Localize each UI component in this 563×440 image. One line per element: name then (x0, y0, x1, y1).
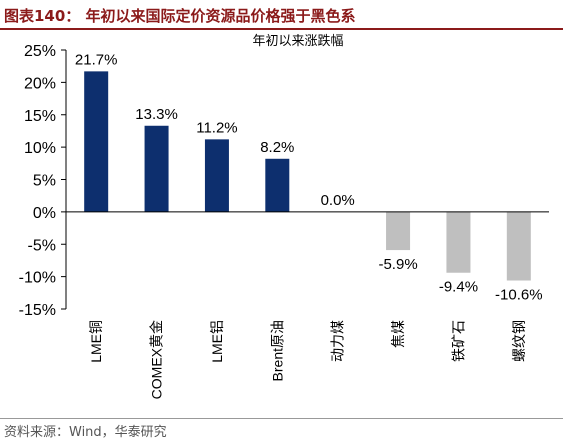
x-category-label: 动力煤 (330, 320, 346, 362)
y-tick-label: 15% (24, 108, 56, 125)
bar-value-label: 13.3% (135, 106, 178, 123)
y-tick-label: 5% (33, 173, 56, 190)
bar-value-label: -9.4% (439, 279, 478, 296)
bar-value-label: 11.2% (196, 119, 237, 136)
bar (265, 158, 290, 212)
bar (446, 211, 471, 273)
bar-value-label: 0.0% (321, 192, 355, 209)
bar (84, 71, 109, 212)
bars (84, 71, 531, 281)
data-labels: 21.7% 13.3% 11.2% 8.2% 0.0% -5.9% -9.4% -10.6% (75, 51, 543, 303)
y-tick-label: 25% (24, 43, 56, 60)
y-tick-label: 20% (24, 75, 56, 92)
y-tick-label: -10% (19, 270, 56, 287)
figure-title: 图表140： 年初以来国际定价资源品价格强于黑色系 (4, 7, 356, 25)
bar-value-label: -10.6% (495, 287, 543, 304)
x-category-label: 螺纹钢 (511, 320, 527, 362)
x-category-label: 铁矿石 (450, 320, 466, 362)
bar (386, 211, 411, 251)
y-tick-label: 10% (24, 140, 56, 157)
x-category-label: LME铝 (209, 320, 225, 363)
bar (144, 125, 169, 212)
bar (204, 139, 229, 212)
bar-value-label: 21.7% (75, 51, 118, 68)
figure-header: 图表140： 年初以来国际定价资源品价格强于黑色系 (0, 0, 563, 28)
bar-value-label: 8.2% (260, 139, 294, 156)
y-tick-label: 0% (33, 205, 56, 222)
x-axis: LME铜 COMEX黄金 LME铝 Brent原油 动力煤 焦煤 铁矿石 螺纹钢 (66, 211, 549, 399)
x-category-label: Brent原油 (269, 320, 285, 381)
bar-value-label: -5.9% (378, 256, 417, 273)
y-tick-label: -15% (19, 302, 56, 319)
chart-title: 年初以来涨跌幅 (252, 33, 343, 48)
y-tick-label: -5% (28, 237, 56, 254)
footer-divider (0, 418, 563, 419)
source-note: 资料来源：Wind，华泰研究 (4, 425, 167, 440)
x-category-label: LME铜 (88, 320, 104, 363)
bar-chart: 25% 20% 15% 10% 5% 0% -5% -10% -15% 21.7% 13.3% 11… (19, 33, 549, 399)
y-axis: 25% 20% 15% 10% 5% 0% -5% -10% -15% (19, 43, 67, 319)
title-divider (0, 28, 563, 30)
x-category-label: 焦煤 (390, 320, 406, 348)
bar (506, 211, 531, 281)
x-category-label: COMEX黄金 (149, 320, 165, 399)
